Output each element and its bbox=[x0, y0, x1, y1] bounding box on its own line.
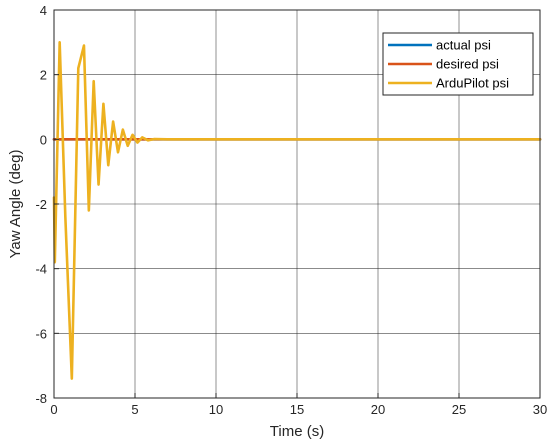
x-tick-label: 0 bbox=[50, 402, 57, 417]
ticks: 0 5 10 15 20 25 30 -8 -6 -4 -2 0 2 4 bbox=[35, 3, 547, 417]
x-tick-label: 20 bbox=[371, 402, 385, 417]
y-tick-label: 0 bbox=[40, 132, 47, 147]
legend-label-desired-psi: desired psi bbox=[436, 57, 499, 72]
y-tick-label: -8 bbox=[35, 391, 47, 406]
x-tick-label: 25 bbox=[452, 402, 466, 417]
x-axis-label: Time (s) bbox=[270, 423, 324, 440]
series-line-ardupilot-psi bbox=[52, 41, 542, 380]
y-axis-label: Yaw Angle (deg) bbox=[7, 150, 24, 259]
y-tick-label: -2 bbox=[35, 197, 47, 212]
x-tick-label: 10 bbox=[209, 402, 223, 417]
y-tick-label: -6 bbox=[35, 326, 47, 341]
y-tick-label: 2 bbox=[40, 68, 47, 83]
legend: actual psi desired psi ArduPilot psi bbox=[382, 32, 534, 96]
x-tick-label: 15 bbox=[290, 402, 304, 417]
series-layer bbox=[52, 41, 542, 380]
x-tick-label: 30 bbox=[533, 402, 547, 417]
x-tick-label: 5 bbox=[131, 402, 138, 417]
legend-label-actual-psi: actual psi bbox=[436, 38, 491, 53]
y-tick-label: -4 bbox=[35, 262, 47, 277]
legend-label-ardupilot-psi: ArduPilot psi bbox=[436, 76, 509, 91]
y-tick-label: 4 bbox=[40, 3, 47, 18]
